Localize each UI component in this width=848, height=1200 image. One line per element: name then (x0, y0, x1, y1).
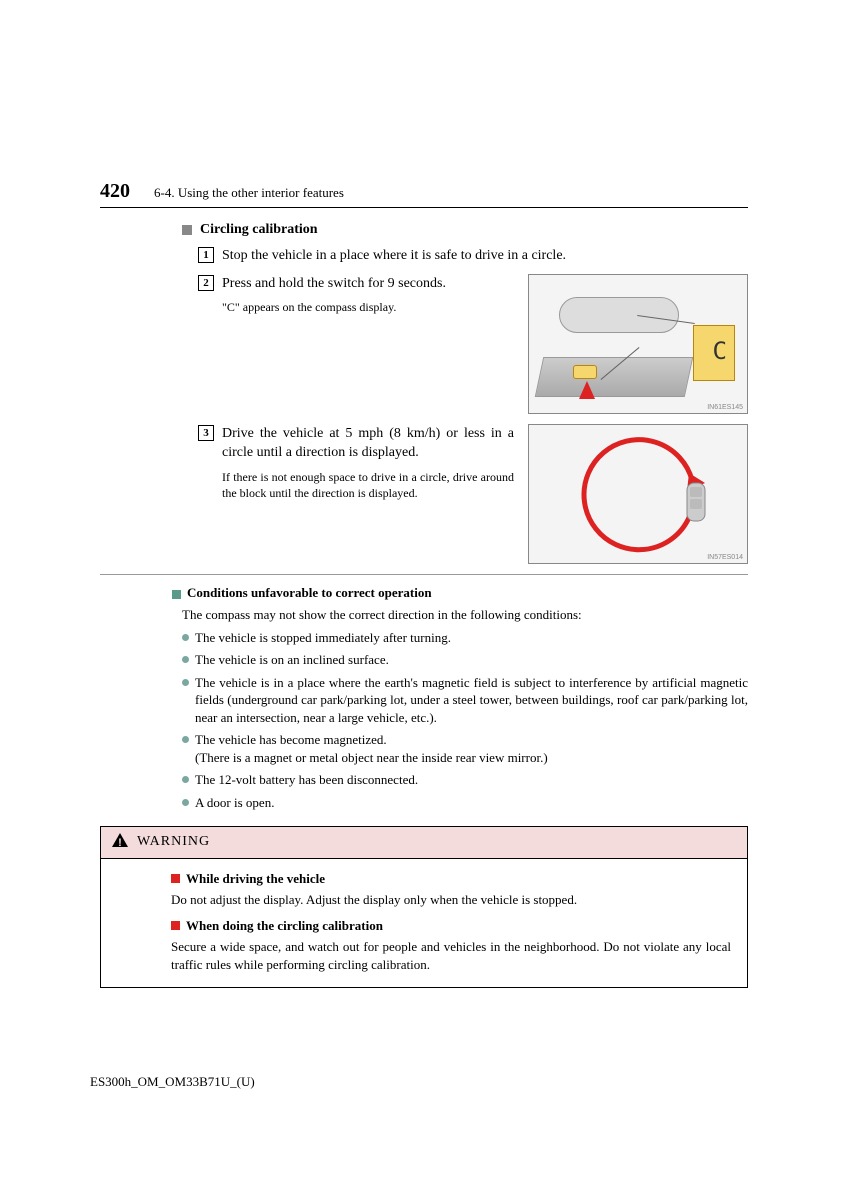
conditions-list: The vehicle is stopped immediately after… (182, 629, 748, 812)
page-header: 420 6-4. Using the other interior featur… (100, 180, 748, 208)
dot-icon (182, 679, 189, 686)
warning-item-title-row: While driving the vehicle (171, 871, 731, 887)
page-container: 420 6-4. Using the other interior featur… (0, 0, 848, 988)
step-note: "C" appears on the compass display. (222, 299, 514, 315)
bullet-text: A door is open. (195, 794, 274, 812)
mirror-diagram: C IN61ES145 (528, 274, 748, 414)
step-number-box: 1 (198, 247, 214, 263)
step-text: Stop the vehicle in a place where it is … (222, 246, 566, 266)
red-arrow-icon (579, 381, 595, 399)
section-path: 6-4. Using the other interior features (154, 185, 344, 201)
mirror-shape (559, 297, 679, 333)
warning-triangle-icon: ! (111, 832, 129, 853)
warning-item-title-row: When doing the circling calibration (171, 918, 731, 934)
conditions-intro: The compass may not show the correct dir… (182, 607, 748, 623)
dot-icon (182, 656, 189, 663)
diagram-label: IN57ES014 (707, 554, 743, 561)
step-text: Drive the vehicle at 5 mph (8 km/h) or l… (222, 424, 514, 463)
conditions-title: Conditions unfavorable to correct operat… (187, 585, 432, 601)
list-item: The 12-volt battery has been disconnecte… (182, 771, 748, 789)
bullet-text: The 12-volt battery has been disconnecte… (195, 771, 418, 789)
page-number: 420 (100, 180, 130, 203)
step-row: 2 Press and hold the switch for 9 second… (182, 274, 748, 414)
warning-label: WARNING (137, 834, 210, 850)
list-item: A door is open. (182, 794, 748, 812)
bullet-text: The vehicle is in a place where the eart… (195, 674, 748, 727)
step-number-box: 2 (198, 275, 214, 291)
display-c-letter: C (713, 337, 727, 365)
step-note: If there is not enough space to drive in… (222, 469, 514, 501)
list-item: The vehicle is stopped immediately after… (182, 629, 748, 647)
warning-header: ! WARNING (101, 827, 747, 859)
dot-icon (182, 799, 189, 806)
section-title: Circling calibration (200, 222, 318, 238)
warning-item-title: When doing the circling calibration (186, 918, 383, 934)
compass-button-highlight (573, 365, 597, 379)
diagram-label: IN61ES145 (707, 404, 743, 411)
main-content: Circling calibration 1 Stop the vehicle … (100, 222, 748, 988)
square-bullet-icon (172, 590, 181, 599)
warning-item-text: Secure a wide space, and watch out for p… (171, 938, 731, 973)
list-item: The vehicle is in a place where the eart… (182, 674, 748, 727)
step-left-column: 2 Press and hold the switch for 9 second… (198, 274, 514, 414)
dot-icon (182, 736, 189, 743)
bullet-text: The vehicle is stopped immediately after… (195, 629, 451, 647)
square-bullet-icon (182, 225, 192, 235)
mirror-base-shape (535, 357, 694, 397)
bullet-text: The vehicle has become magnetized. (Ther… (195, 731, 548, 766)
dot-icon (182, 634, 189, 641)
svg-text:!: ! (118, 837, 122, 848)
circle-svg (529, 425, 749, 565)
red-square-icon (171, 921, 180, 930)
warning-body: While driving the vehicle Do not adjust … (101, 859, 747, 988)
conditions-title-row: Conditions unfavorable to correct operat… (172, 585, 748, 601)
step-number-box: 3 (198, 425, 214, 441)
step-text-column: Press and hold the switch for 9 seconds.… (222, 274, 514, 414)
dot-icon (182, 776, 189, 783)
footer-code: ES300h_OM_OM33B71U_(U) (90, 1074, 255, 1090)
warning-item-text: Do not adjust the display. Adjust the di… (171, 891, 731, 909)
list-item: The vehicle is on an inclined surface. (182, 651, 748, 669)
step-row: 1 Stop the vehicle in a place where it i… (182, 246, 748, 266)
bullet-text: The vehicle is on an inclined surface. (195, 651, 389, 669)
list-item: The vehicle has become magnetized. (Ther… (182, 731, 748, 766)
step-text-column: Drive the vehicle at 5 mph (8 km/h) or l… (222, 424, 514, 564)
section-title-row: Circling calibration (182, 222, 748, 238)
divider-line (100, 574, 748, 575)
step-left-column: 3 Drive the vehicle at 5 mph (8 km/h) or… (198, 424, 514, 564)
step-text: Press and hold the switch for 9 seconds. (222, 274, 514, 294)
red-square-icon (171, 874, 180, 883)
warning-item-title: While driving the vehicle (186, 871, 325, 887)
step-row: 3 Drive the vehicle at 5 mph (8 km/h) or… (182, 424, 748, 564)
circle-diagram: IN57ES014 (528, 424, 748, 564)
warning-box: ! WARNING While driving the vehicle Do n… (100, 826, 748, 989)
